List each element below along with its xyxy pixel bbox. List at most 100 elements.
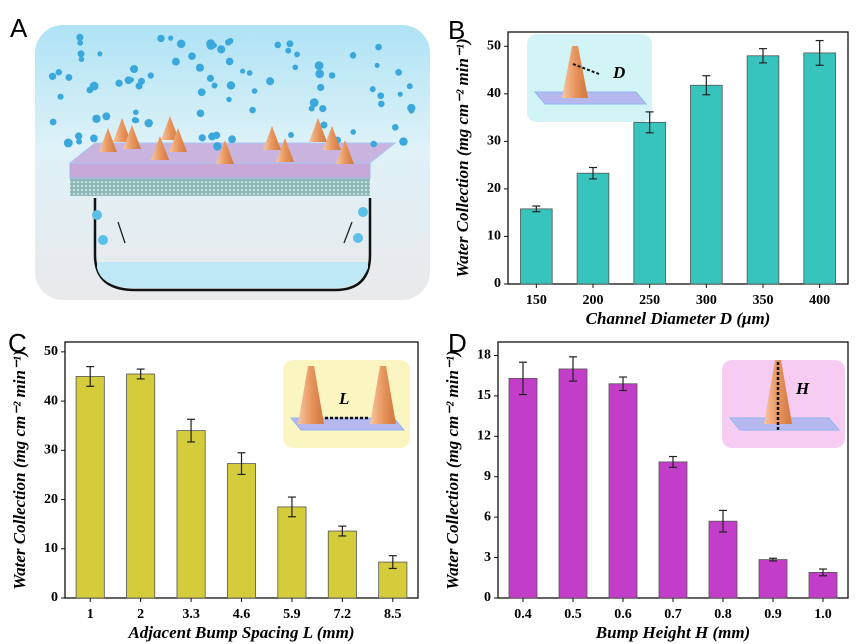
x-axis-title: Adjacent Bump Spacing L (mm) xyxy=(127,623,354,642)
x-tick-label: 150 xyxy=(526,293,547,308)
droplet xyxy=(285,48,291,54)
panel-label: A xyxy=(10,13,28,43)
droplet xyxy=(266,77,274,85)
droplet xyxy=(76,34,83,41)
droplet xyxy=(252,88,258,94)
droplet xyxy=(249,107,256,114)
droplet xyxy=(172,58,180,66)
droplet xyxy=(50,119,57,126)
y-tick-label: 0 xyxy=(484,590,491,605)
bar xyxy=(709,521,737,598)
wall-droplet xyxy=(98,235,108,245)
y-tick-label: 3 xyxy=(484,550,491,565)
bar xyxy=(747,56,779,284)
droplet xyxy=(197,110,205,118)
bar xyxy=(278,507,306,598)
droplet xyxy=(274,42,281,49)
droplet xyxy=(226,58,234,66)
bar xyxy=(509,378,537,598)
x-tick-label: 3.3 xyxy=(182,607,200,622)
y-tick-label: 6 xyxy=(484,509,491,524)
y-tick-label: 30 xyxy=(487,134,501,149)
droplet xyxy=(97,51,102,56)
bar xyxy=(76,376,104,598)
droplet xyxy=(370,141,377,148)
droplet xyxy=(207,75,214,82)
droplet xyxy=(177,40,186,49)
x-tick-label: 5.9 xyxy=(283,607,301,622)
x-axis-title: Bump Height H (mm) xyxy=(595,623,750,642)
bar xyxy=(690,85,722,284)
droplet xyxy=(398,92,403,97)
bar xyxy=(227,464,255,598)
y-tick-label: 40 xyxy=(487,86,501,101)
y-tick-label: 0 xyxy=(51,590,58,605)
x-tick-label: 400 xyxy=(809,293,830,308)
droplet xyxy=(409,108,415,114)
droplet xyxy=(319,105,326,112)
droplet xyxy=(407,83,413,89)
droplet xyxy=(58,94,64,100)
droplet xyxy=(392,124,399,131)
droplet xyxy=(240,69,245,74)
collected-water xyxy=(97,262,368,288)
droplet xyxy=(225,39,231,45)
droplet xyxy=(92,115,100,123)
bar xyxy=(328,531,356,598)
droplet xyxy=(247,70,253,76)
droplet xyxy=(292,64,298,70)
bar xyxy=(127,374,155,598)
droplet xyxy=(115,80,122,87)
droplet xyxy=(226,97,231,102)
y-tick-label: 18 xyxy=(477,348,491,363)
droplet xyxy=(329,72,335,78)
droplet xyxy=(49,73,56,80)
droplet xyxy=(199,134,206,141)
droplet xyxy=(64,139,73,148)
bar xyxy=(804,53,836,284)
droplet xyxy=(228,135,236,143)
y-tick-label: 40 xyxy=(44,393,58,408)
droplet xyxy=(350,129,356,135)
droplet xyxy=(138,78,145,85)
droplet xyxy=(130,65,138,73)
x-tick-label: 1.0 xyxy=(814,607,832,622)
x-tick-label: 300 xyxy=(696,293,717,308)
bar xyxy=(520,209,552,284)
y-tick-label: 20 xyxy=(487,181,501,196)
droplet xyxy=(375,63,380,68)
droplet xyxy=(196,64,204,72)
droplet xyxy=(102,112,110,120)
bar xyxy=(559,369,587,598)
inset-plate xyxy=(535,92,646,104)
y-tick-label: 30 xyxy=(44,443,58,458)
droplet xyxy=(294,51,300,57)
droplet xyxy=(350,52,356,58)
x-axis-title: Channel Diameter D (μm) xyxy=(586,309,771,328)
x-tick-label: 200 xyxy=(583,293,604,308)
y-axis-title: Water Collection (mg cm⁻² min⁻¹) xyxy=(453,38,472,277)
inset-label: H xyxy=(795,379,810,398)
droplet xyxy=(370,86,376,92)
droplet xyxy=(211,82,217,88)
droplet xyxy=(227,81,235,89)
droplet xyxy=(77,40,83,46)
bar xyxy=(759,560,787,598)
droplet xyxy=(133,109,139,115)
y-tick-label: 50 xyxy=(44,344,58,359)
droplet xyxy=(317,84,324,91)
bar xyxy=(659,462,687,598)
bar xyxy=(177,431,205,598)
x-tick-label: 1 xyxy=(87,607,94,622)
droplet xyxy=(157,35,164,42)
droplet xyxy=(90,135,98,143)
droplet xyxy=(310,98,319,107)
bar xyxy=(609,384,637,598)
x-tick-label: 4.6 xyxy=(233,607,251,622)
droplet xyxy=(217,45,225,53)
mesh-layer xyxy=(70,178,370,196)
bar xyxy=(634,122,666,284)
panel-label: B xyxy=(448,15,465,45)
y-tick-label: 50 xyxy=(487,38,501,53)
droplet xyxy=(56,69,62,75)
